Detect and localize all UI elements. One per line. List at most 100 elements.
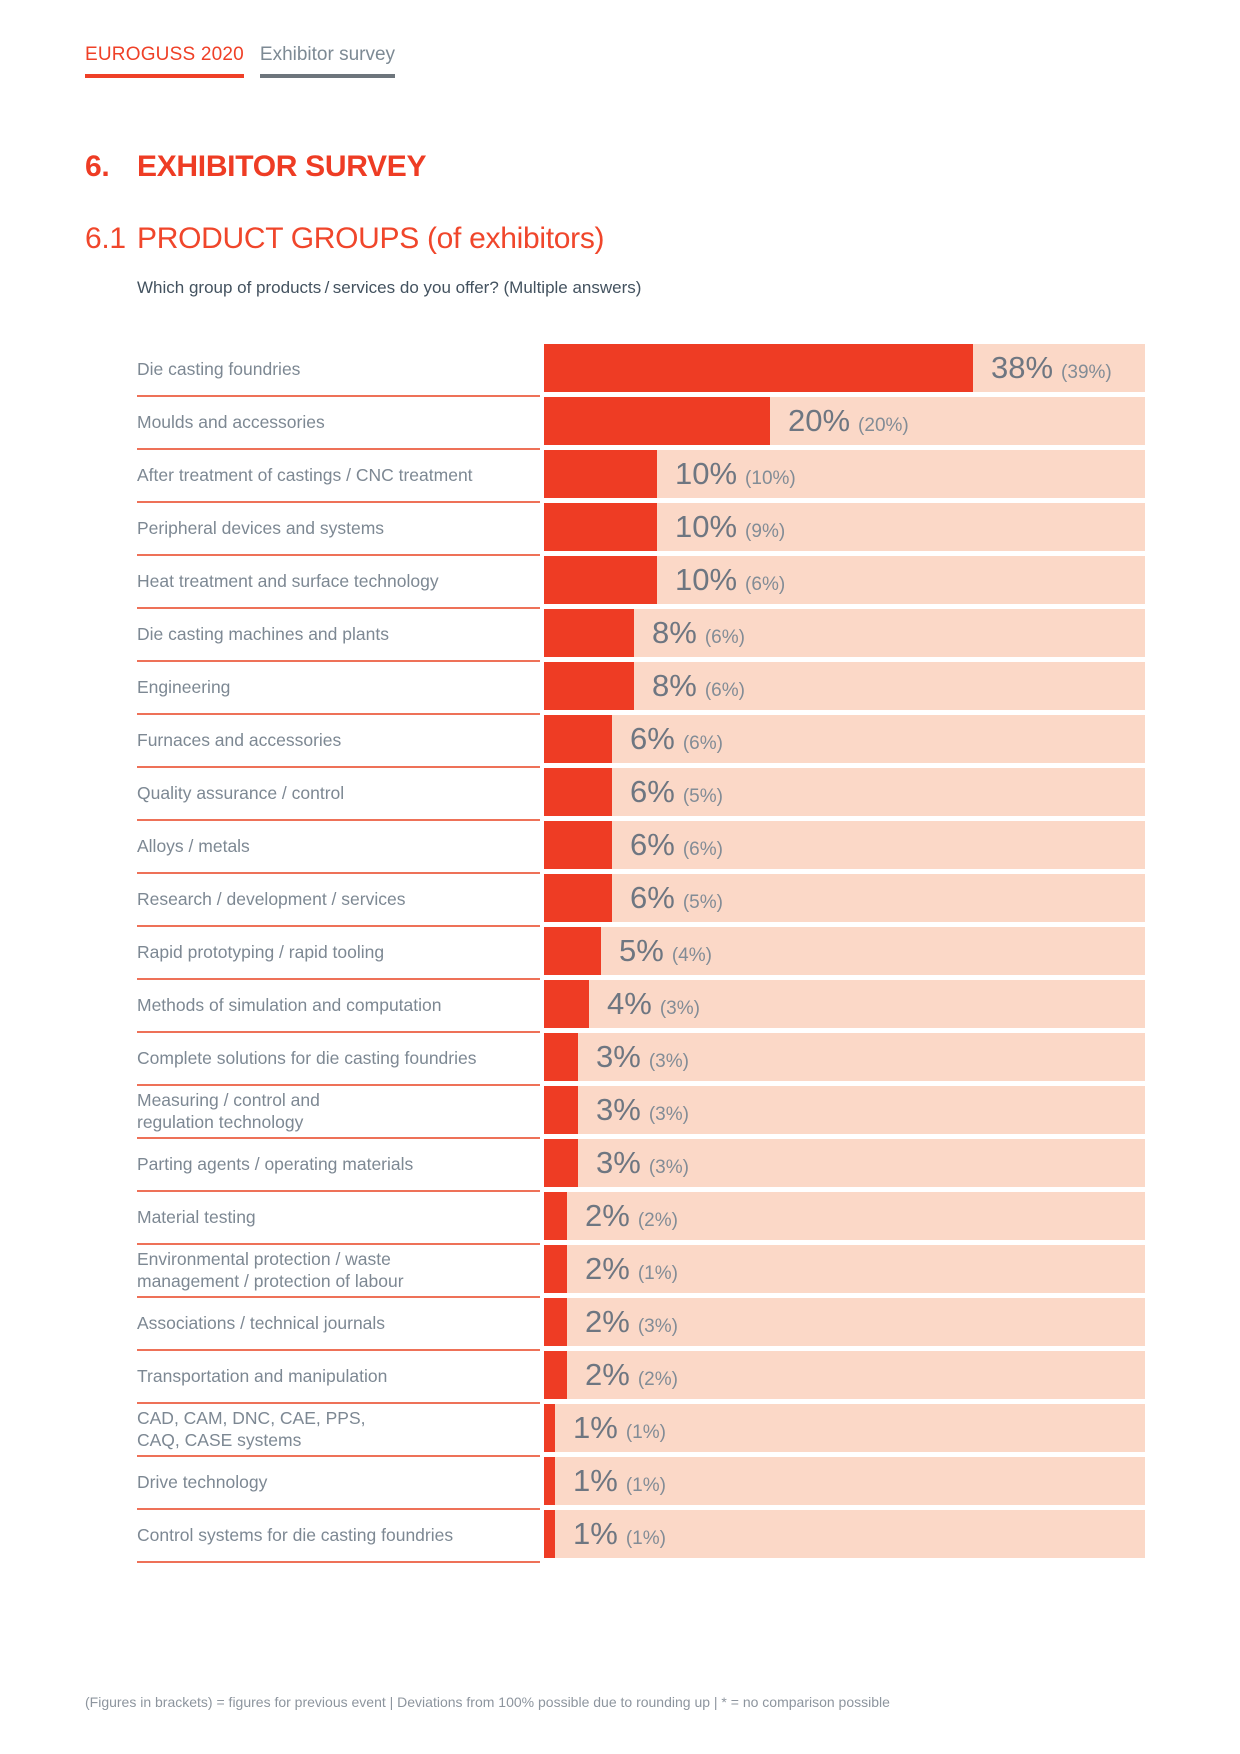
category-label: Transportation and manipulation (137, 1351, 540, 1404)
value-label-group: 2% (2%) (585, 1351, 678, 1399)
bar (544, 980, 589, 1028)
section-heading: 6. EXHIBITOR SURVEY (85, 150, 426, 184)
category-label: Furnaces and accessories (137, 715, 540, 768)
bar-track-background (544, 768, 1145, 816)
chart-row: Environmental protection / waste managem… (137, 1245, 1145, 1298)
value-label: 4% (607, 986, 652, 1021)
value-label-group: 38% (39%) (991, 344, 1112, 392)
bar-track-background (544, 715, 1145, 763)
value-label: 5% (619, 933, 664, 968)
chart-row: Heat treatment and surface technology 10… (137, 556, 1145, 609)
bar (544, 1245, 567, 1293)
category-label: Drive technology (137, 1457, 540, 1510)
bar (544, 1457, 555, 1505)
bar-track: 2% (2%) (544, 1192, 1145, 1245)
chart-row: CAD, CAM, DNC, CAE, PPS, CAQ, CASE syste… (137, 1404, 1145, 1457)
previous-value-label: (6%) (682, 733, 723, 754)
chart-row: Methods of simulation and computation 4%… (137, 980, 1145, 1033)
bar-track: 2% (3%) (544, 1298, 1145, 1351)
bar-track: 1% (1%) (544, 1457, 1145, 1510)
category-label: Heat treatment and surface technology (137, 556, 540, 609)
value-label: 3% (596, 1039, 641, 1074)
value-label: 10% (675, 509, 738, 544)
bar-track-background (544, 1086, 1145, 1134)
value-label: 6% (630, 827, 675, 862)
value-label-group: 1% (1%) (573, 1404, 666, 1452)
value-label: 1% (573, 1410, 618, 1445)
bar-track: 1% (1%) (544, 1404, 1145, 1457)
value-label-group: 2% (3%) (585, 1298, 678, 1346)
previous-value-label: (1%) (625, 1475, 666, 1496)
bar (544, 662, 634, 710)
chart-row: Alloys / metals 6% (6%) (137, 821, 1145, 874)
subsection-title: PRODUCT GROUPS (of exhibitors) (137, 222, 605, 255)
value-label: 3% (596, 1145, 641, 1180)
bar-track-background (544, 1298, 1145, 1346)
category-label: Environmental protection / waste managem… (137, 1245, 540, 1298)
footer-note: (Figures in brackets) = figures for prev… (85, 1694, 890, 1710)
value-label-group: 1% (1%) (573, 1510, 666, 1558)
bar (544, 1351, 567, 1399)
value-label-group: 6% (5%) (630, 768, 723, 816)
value-label-group: 3% (3%) (596, 1139, 689, 1187)
bar (544, 1298, 567, 1346)
previous-value-label: (20%) (858, 415, 909, 436)
bar-track: 6% (5%) (544, 874, 1145, 927)
bar-track: 10% (6%) (544, 556, 1145, 609)
bar-track-background (544, 1033, 1145, 1081)
bar-track-background (544, 1457, 1145, 1505)
bar-track-background (544, 874, 1145, 922)
chart-row: Drive technology 1% (1%) (137, 1457, 1145, 1510)
category-label: Die casting foundries (137, 344, 540, 397)
bar-track-background (544, 1404, 1145, 1452)
previous-value-label: (6%) (682, 839, 723, 860)
bar-track: 38% (39%) (544, 344, 1145, 397)
category-label: CAD, CAM, DNC, CAE, PPS, CAQ, CASE syste… (137, 1404, 540, 1457)
chart-row: Quality assurance / control 6% (5%) (137, 768, 1145, 821)
category-label: Associations / technical journals (137, 1298, 540, 1351)
category-label: Parting agents / operating materials (137, 1139, 540, 1192)
bar-track-background (544, 1351, 1145, 1399)
bar-track: 4% (3%) (544, 980, 1145, 1033)
chart-row: Moulds and accessories 20% (20%) (137, 397, 1145, 450)
bar (544, 556, 657, 604)
chart-row: Die casting machines and plants 8% (6%) (137, 609, 1145, 662)
category-label: After treatment of castings / CNC treatm… (137, 450, 540, 503)
chart-row: Rapid prototyping / rapid tooling 5% (4%) (137, 927, 1145, 980)
bar-track: 3% (3%) (544, 1033, 1145, 1086)
bar-track-background (544, 1192, 1145, 1240)
brand-title: EUROGUSS 2020 (85, 44, 244, 78)
previous-value-label: (5%) (682, 892, 723, 913)
subsection-number: 6.1 (85, 222, 126, 255)
chart-row: After treatment of castings / CNC treatm… (137, 450, 1145, 503)
value-label-group: 10% (10%) (675, 450, 796, 498)
value-label-group: 2% (2%) (585, 1192, 678, 1240)
bar (544, 1033, 578, 1081)
bar-track: 10% (10%) (544, 450, 1145, 503)
subsection-heading: 6.1 PRODUCT GROUPS (of exhibitors) (85, 222, 605, 256)
value-label: 3% (596, 1092, 641, 1127)
previous-value-label: (5%) (682, 786, 723, 807)
category-label: Measuring / control and regulation techn… (137, 1086, 540, 1139)
value-label: 2% (585, 1304, 630, 1339)
value-label-group: 3% (3%) (596, 1086, 689, 1134)
survey-question: Which group of products / services do yo… (137, 278, 642, 297)
bar-track: 10% (9%) (544, 503, 1145, 556)
category-label: Alloys / metals (137, 821, 540, 874)
category-label: Engineering (137, 662, 540, 715)
value-label-group: 10% (9%) (675, 503, 785, 551)
bar-track: 6% (5%) (544, 768, 1145, 821)
bar (544, 821, 612, 869)
chart-row: Material testing 2% (2%) (137, 1192, 1145, 1245)
category-label: Quality assurance / control (137, 768, 540, 821)
bar-track-background (544, 821, 1145, 869)
previous-value-label: (2%) (637, 1369, 678, 1390)
bar-track-background (544, 609, 1145, 657)
value-label: 6% (630, 721, 675, 756)
chart-row: Research / development / services 6% (5%) (137, 874, 1145, 927)
category-label: Peripheral devices and systems (137, 503, 540, 556)
category-label: Die casting machines and plants (137, 609, 540, 662)
chart-row: Peripheral devices and systems 10% (9%) (137, 503, 1145, 556)
value-label-group: 8% (6%) (652, 609, 745, 657)
